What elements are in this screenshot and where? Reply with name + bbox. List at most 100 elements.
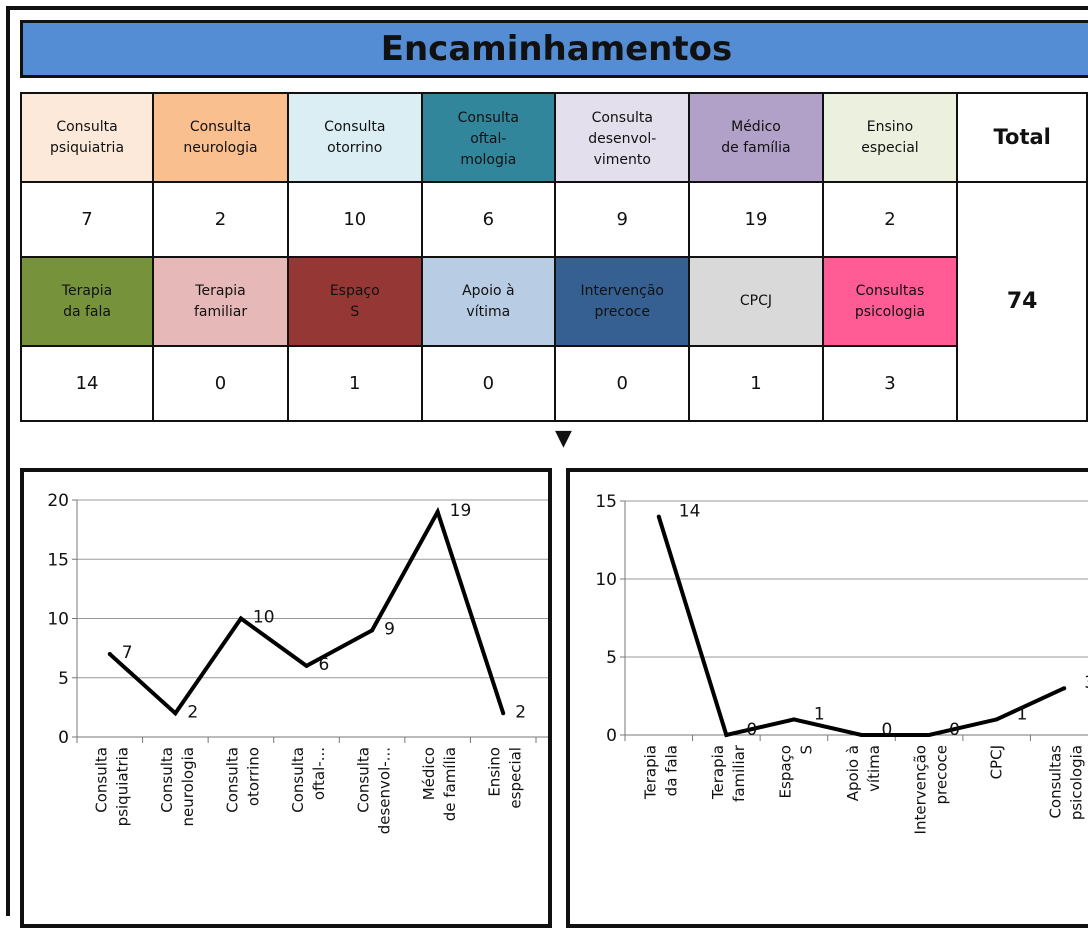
x-tick-label-line: Terapia — [641, 745, 659, 800]
x-tick-label-line: Consulta — [289, 747, 307, 813]
header-cell: CPCJ — [688, 256, 824, 347]
x-tick-label-line: Terapia — [709, 745, 727, 800]
value-cell: 3 — [821, 345, 959, 422]
value-cell: 9 — [554, 181, 691, 258]
x-tick-label: Consulta oftal-... — [289, 747, 328, 813]
header-cell: Apoio à vítima — [420, 256, 557, 347]
value-cell: 2 — [821, 181, 959, 258]
x-tick-label: Apoio à vítima — [844, 745, 883, 801]
y-tick-label: 0 — [606, 726, 617, 746]
data-label: 0 — [746, 720, 757, 740]
total-value: 74 — [956, 181, 1088, 422]
data-label: 0 — [949, 720, 960, 740]
down-arrow-icon: ▼ — [555, 426, 572, 451]
x-tick-label-line: desenvol-... — [376, 747, 394, 834]
header-label: Consulta oftal-mologia — [423, 108, 555, 171]
x-tick-label: Consultas psicologia — [1047, 745, 1086, 820]
header-label-line: Consulta — [189, 118, 252, 135]
x-tick-label: Intervenção precoce — [912, 745, 951, 834]
y-tick-label: 10 — [47, 610, 69, 630]
x-tick-label-line: Consulta — [158, 747, 176, 813]
x-tick-label-line: neurologia — [179, 747, 197, 826]
value-cell: 10 — [287, 181, 423, 258]
header-label: Espaço S — [289, 281, 421, 323]
header-cell: Espaço S — [287, 256, 423, 347]
data-label: 2 — [187, 702, 198, 722]
value-cell: 6 — [420, 181, 557, 258]
header-label-line: Consulta — [457, 110, 519, 126]
data-point — [994, 717, 999, 722]
header-label-line: Terapia — [61, 282, 113, 299]
header-label-line: da fala — [63, 303, 111, 320]
x-tick-label: Médico de família — [420, 747, 459, 821]
x-tick-label: Consulta psiquiatria — [92, 747, 131, 826]
x-tick-label: CPCJ — [988, 745, 1006, 779]
x-tick-label: Consulta desenvol-... — [355, 747, 394, 834]
header-label-line: psicologia — [854, 303, 926, 320]
x-tick-label-line: de família — [441, 747, 459, 821]
x-tick-label-line: Intervenção — [912, 745, 930, 834]
header-label-line: Consulta — [591, 110, 653, 126]
data-point — [173, 711, 178, 716]
header-label-line: oftal- — [470, 131, 507, 147]
x-tick-label-line: Médico — [420, 747, 438, 800]
header-label-line: Espaço — [329, 282, 380, 299]
header-cell: Intervenção precoce — [554, 256, 691, 347]
header-row-2: Terapia da fala Terapia familiar Espaço S A… — [19, 256, 1087, 347]
x-tick-label-line: Consulta — [355, 747, 373, 813]
data-label: 3 — [1084, 673, 1088, 693]
data-label: 1 — [814, 704, 825, 724]
header-label-line: Consulta — [56, 118, 118, 135]
data-point — [238, 616, 243, 621]
header-label-line: vítima — [466, 303, 511, 320]
header-label-line: Terapia — [195, 282, 246, 299]
header-cell: Consulta neurologia — [152, 92, 289, 183]
data-label: 0 — [882, 720, 893, 740]
x-tick-label-line: da fala — [662, 745, 680, 796]
x-tick-label: Consulta neurologia — [158, 747, 197, 826]
header-cell: Terapia da fala — [19, 256, 155, 347]
x-tick-label: Terapia da fala — [641, 745, 680, 800]
x-tick-label-line: Espaço — [776, 745, 794, 798]
data-label: 10 — [253, 608, 275, 628]
page-title: Encaminhamentos — [20, 20, 1088, 78]
data-point — [107, 652, 112, 657]
data-point — [370, 628, 375, 633]
header-label: Médico de família — [690, 117, 821, 159]
x-tick-label-line: otorrino — [244, 747, 262, 806]
data-label: 14 — [679, 502, 701, 522]
header-label: Consulta otorrino — [289, 117, 421, 159]
y-tick-label: 20 — [47, 491, 69, 511]
header-cell: Médico de família — [688, 92, 824, 183]
data-label: 9 — [384, 619, 395, 639]
header-label: Consulta neurologia — [154, 117, 287, 159]
total-label: Total — [956, 92, 1088, 183]
header-label-line: desenvol- — [588, 131, 657, 147]
header-label: CPCJ — [690, 291, 821, 312]
value-cell: 7 — [19, 181, 155, 258]
value-cell: 14 — [19, 345, 155, 422]
header-cell: Consultas psicologia — [821, 256, 959, 347]
data-point — [791, 717, 796, 722]
x-tick-label-line: psiquiatria — [113, 747, 131, 826]
header-label: Terapia familiar — [154, 281, 287, 323]
header-label-line: CPCJ — [739, 293, 773, 309]
chart-panel-left[interactable]: 0 5 10 15 20 Consulta psiquiatria Consulta neuro… — [20, 468, 576, 928]
x-tick-label-line: especial — [507, 747, 525, 809]
data-label: 19 — [450, 501, 472, 521]
header-label: Intervenção precoce — [556, 281, 688, 323]
header-label-line: de família — [721, 139, 791, 156]
header-row-1: Consulta psiquiatria Consulta neurologia C… — [19, 92, 1088, 183]
header-cell: Ensino especial — [821, 92, 959, 183]
header-cell: Consulta otorrino — [287, 92, 423, 183]
chart-panel-right[interactable]: 0 5 10 15 Terapia da fala Terapia familiar Espaç… — [566, 468, 1088, 928]
header-label-line: neurologia — [183, 139, 258, 156]
header-label-line: especial — [861, 139, 919, 156]
x-tick-label-line: Apoio à — [844, 745, 862, 801]
y-tick-label: 5 — [606, 648, 617, 668]
data-point — [724, 733, 729, 737]
header-label-line: Intervenção — [580, 282, 664, 299]
header-label: Consulta desenvol-vimento — [556, 108, 688, 171]
referrals-table: Consulta psiquiatria Consulta neurologia C… — [19, 92, 1088, 422]
